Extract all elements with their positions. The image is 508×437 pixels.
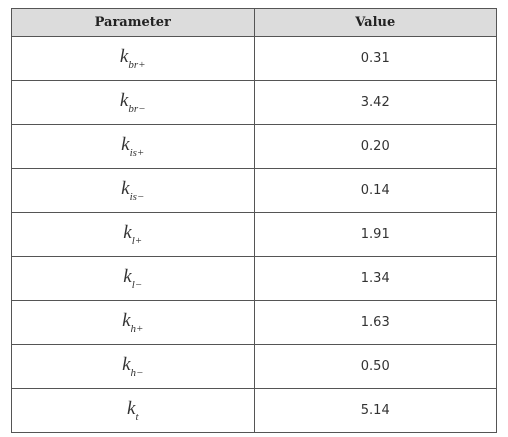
value-cell: 1.91 [253, 212, 497, 257]
value-cell: 0.50 [253, 344, 497, 389]
parameter-cell: kt [11, 388, 255, 433]
table-row: kt 5.14 [11, 388, 497, 433]
parameter-cell: kl− [11, 256, 255, 301]
parameter-subscript: is+ [129, 147, 145, 159]
table-row: kh− 0.50 [11, 344, 497, 389]
parameter-symbol: k [122, 310, 131, 331]
header-cell: Value [253, 8, 497, 37]
parameter-subscript: t [135, 411, 139, 423]
table-body: kbr+ 0.31 kbr− 3.42 kis+ 0.20 kis− 0.14 kl+ 1.91 k… [11, 36, 497, 433]
parameter-cell: kis− [11, 168, 255, 213]
parameter-symbol: k [122, 354, 131, 375]
value-cell: 0.14 [253, 168, 497, 213]
table-row: kh+ 1.63 [11, 300, 497, 345]
value-cell: 3.42 [253, 80, 497, 125]
parameter-subscript: h− [130, 367, 144, 379]
parameter-subscript: l− [131, 279, 143, 291]
parameter-symbol: k [127, 398, 136, 419]
parameter-cell: kbr+ [11, 36, 255, 81]
parameter-cell: kh− [11, 344, 255, 389]
table-row: kis+ 0.20 [11, 124, 497, 169]
parameter-subscript: h+ [130, 323, 144, 335]
parameter-subscript: br+ [128, 59, 146, 71]
value-cell: 1.34 [253, 256, 497, 301]
value-cell: 1.63 [253, 300, 497, 345]
parameter-symbol: k [121, 134, 130, 155]
header-cell: Parameter [11, 8, 255, 37]
parameter-symbol: k [119, 46, 129, 67]
value-cell: 5.14 [253, 388, 497, 433]
parameter-symbol: k [121, 178, 130, 199]
table-row: kl− 1.34 [11, 256, 497, 301]
parameter-cell: kl+ [11, 212, 255, 257]
parameter-table: Parameter Value kbr+ 0.31 kbr− 3.42 kis+ 0.20… [11, 8, 497, 433]
table-row: kbr− 3.42 [11, 80, 497, 125]
table-row: kl+ 1.91 [11, 212, 497, 257]
table-row: kbr+ 0.31 [11, 36, 497, 81]
parameter-subscript: br− [128, 103, 146, 115]
parameter-subscript: is− [129, 191, 145, 203]
header-row: Parameter Value [11, 8, 497, 37]
parameter-symbol: k [119, 90, 129, 111]
value-cell: 0.31 [253, 36, 497, 81]
value-cell: 0.20 [253, 124, 497, 169]
parameter-symbol: k [123, 222, 132, 243]
parameter-cell: kis+ [11, 124, 255, 169]
parameter-subscript: l+ [131, 235, 143, 247]
parameter-cell: kbr− [11, 80, 255, 125]
parameter-symbol: k [123, 266, 132, 287]
table-row: kis− 0.14 [11, 168, 497, 213]
parameter-cell: kh+ [11, 300, 255, 345]
